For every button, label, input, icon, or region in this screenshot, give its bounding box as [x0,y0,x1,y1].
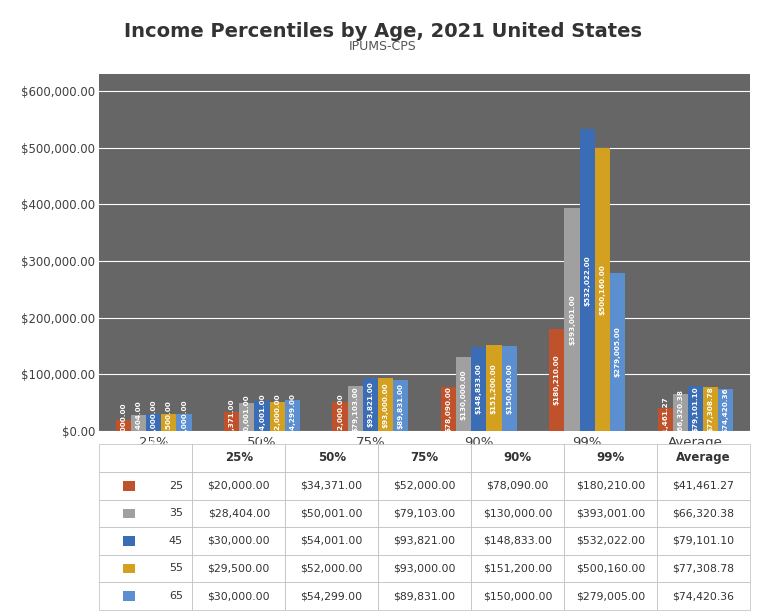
Bar [456,357,471,431]
Text: IPUMS-CPS: IPUMS-CPS [349,40,416,53]
Text: $52,000.00: $52,000.00 [274,394,280,439]
Text: $93,821.00: $93,821.00 [367,382,373,428]
Text: $54,001.00: $54,001.00 [259,393,265,439]
Bar [688,386,703,431]
Text: $79,103.00: $79,103.00 [352,386,358,432]
Bar [131,415,146,431]
Bar [224,411,239,431]
Text: $54,299.00: $54,299.00 [289,393,295,439]
Bar [146,414,161,431]
Text: $89,831.00: $89,831.00 [398,383,404,429]
Bar [502,346,516,431]
Bar [610,273,625,431]
Bar [347,386,363,431]
Text: $50,001.00: $50,001.00 [244,394,250,440]
Bar [703,387,718,431]
Bar [378,378,393,431]
Text: $500,160.00: $500,160.00 [599,264,605,315]
Bar [580,129,594,431]
Bar [594,148,610,431]
Text: $148,833.00: $148,833.00 [476,363,482,415]
Text: $41,461.27: $41,461.27 [662,397,668,442]
Text: $20,000.00: $20,000.00 [120,403,126,448]
Text: $279,005.00: $279,005.00 [614,326,620,378]
Text: $28,404.00: $28,404.00 [135,400,142,446]
Bar [333,402,347,431]
Text: $29,500.00: $29,500.00 [166,400,172,446]
Bar [565,208,580,431]
Bar [393,380,409,431]
Text: $30,000.00: $30,000.00 [181,400,187,445]
Text: $130,000.00: $130,000.00 [461,369,467,419]
Text: $34,371.00: $34,371.00 [229,399,235,444]
Bar [239,403,255,431]
Text: $151,200.00: $151,200.00 [491,363,497,413]
Bar [255,400,269,431]
Bar [718,389,734,431]
Text: $393,001.00: $393,001.00 [569,294,575,345]
Bar [549,329,565,431]
Text: $180,210.00: $180,210.00 [554,355,560,405]
Bar [285,400,300,431]
Text: $66,320.38: $66,320.38 [677,389,683,436]
Bar [658,408,672,431]
Text: $150,000.00: $150,000.00 [506,363,512,414]
Text: $30,000.00: $30,000.00 [151,400,157,445]
Bar [441,387,456,431]
Text: $52,000.00: $52,000.00 [337,394,343,439]
Text: Income Percentiles by Age, 2021 United States: Income Percentiles by Age, 2021 United S… [123,22,642,41]
Text: $93,000.00: $93,000.00 [382,382,389,428]
Bar [161,415,177,431]
Bar [177,414,191,431]
Bar [672,394,688,431]
Bar [487,346,502,431]
Bar [471,347,487,431]
Text: $78,090.00: $78,090.00 [445,386,451,432]
Bar [116,420,131,431]
Text: $532,022.00: $532,022.00 [584,255,590,306]
Text: $79,101.10: $79,101.10 [692,386,698,432]
Bar [269,402,285,431]
Text: $74,420.36: $74,420.36 [723,387,729,433]
Bar [363,378,378,431]
Text: $77,308.78: $77,308.78 [708,386,714,432]
